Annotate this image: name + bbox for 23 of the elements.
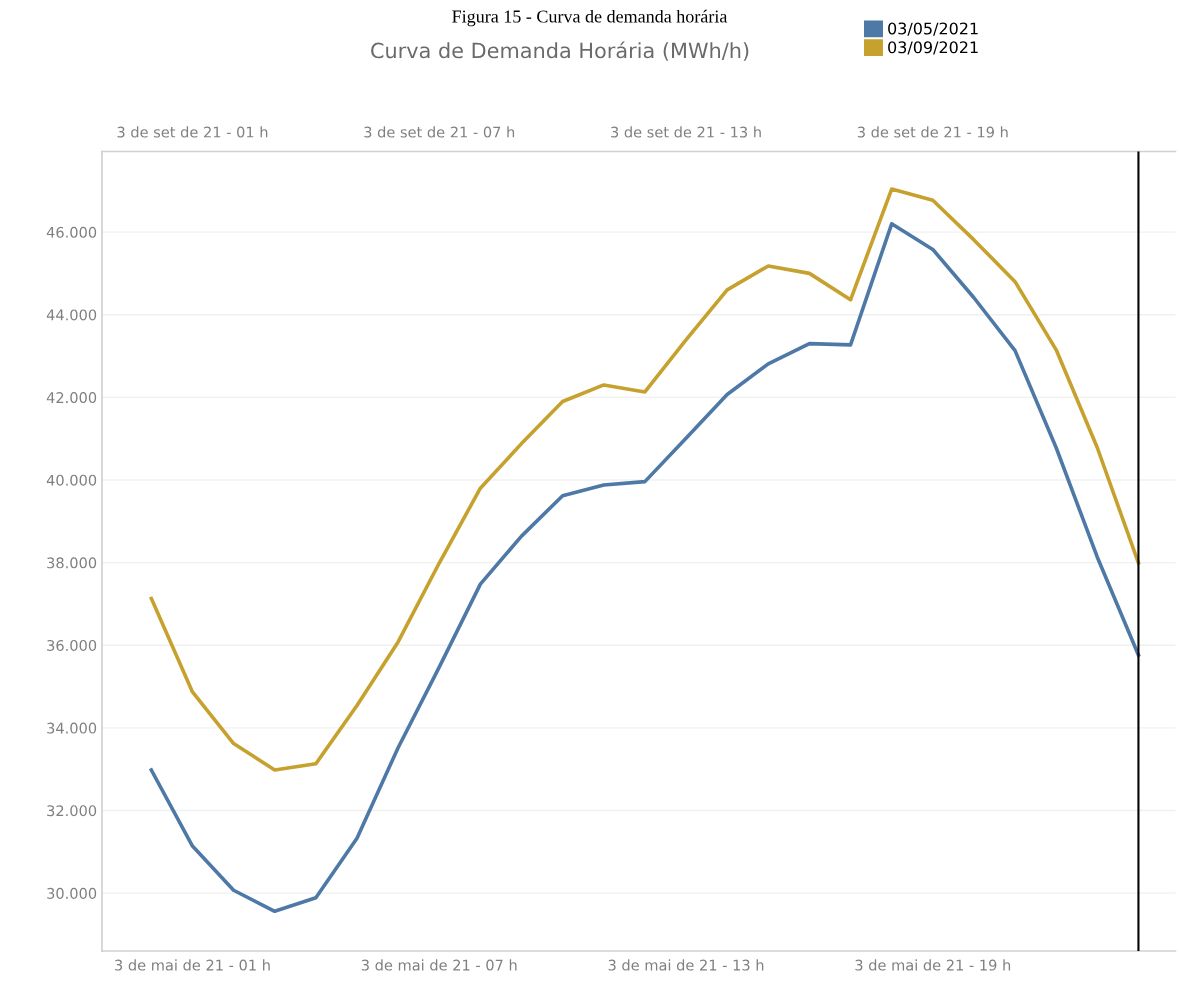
line-series — [149, 222, 1141, 914]
x-tick-label: 3 de mai de 21 - 13 h — [608, 959, 764, 971]
line-series — [149, 187, 1141, 772]
text: Figura 15 - Curva de demanda horária — [452, 9, 728, 27]
text: 3 de set de 21 - 01 h — [117, 126, 268, 138]
y-tick-label: 44.000 — [46, 309, 97, 321]
legend-label: 03/09/2021 — [888, 41, 978, 55]
text: 3 de set de 21 - 13 h — [611, 126, 761, 138]
y-tick-label: 40.000 — [46, 474, 97, 486]
y-tick-label: 38.000 — [47, 557, 97, 569]
y-tick-label: 42.000 — [46, 392, 97, 404]
y-tick-label: 32.000 — [47, 805, 97, 817]
y-tick-label: 34.000 — [47, 722, 97, 734]
y-tick-label: 36.000 — [47, 639, 97, 651]
legend-label: 03/05/2021 — [888, 22, 978, 36]
y-tick-label: 46.000 — [46, 226, 97, 238]
y-tick-label: 30.000 — [47, 887, 97, 899]
x-tick-label: 3 de mai de 21 - 07 h — [361, 959, 517, 971]
text: 3 de set de 21 - 07 h — [364, 126, 515, 138]
x-tick-label: 3 de mai de 21 - 19 h — [855, 959, 1011, 971]
x-tick-label: 3 de mai de 21 - 01 h — [115, 959, 270, 971]
chart-title: Curva de Demanda Horária (MWh/h) — [371, 41, 749, 61]
text: 3 de set de 21 - 19 h — [857, 126, 1008, 138]
